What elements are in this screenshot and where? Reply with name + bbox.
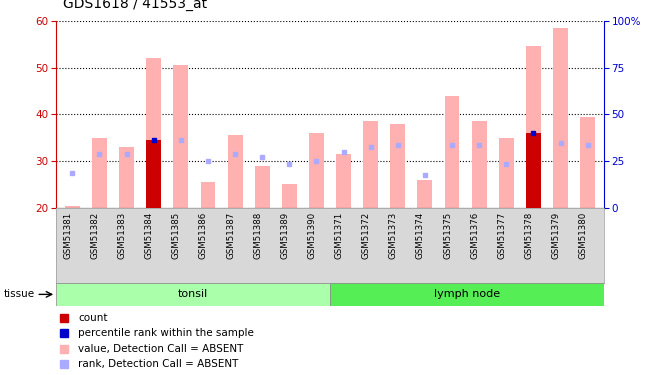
Text: lymph node: lymph node [434,290,500,299]
Text: tonsil: tonsil [178,290,208,299]
Bar [445,96,459,208]
Text: GSM51389: GSM51389 [280,212,289,259]
Bar [201,182,215,208]
Text: GSM51387: GSM51387 [226,212,235,259]
Text: GSM51379: GSM51379 [552,212,560,259]
Bar [472,122,486,208]
Bar [330,283,604,306]
Text: GSM51385: GSM51385 [172,212,181,259]
Text: GSM51381: GSM51381 [63,212,73,259]
Text: GSM51380: GSM51380 [579,212,587,259]
Bar [390,124,405,208]
Bar [65,206,80,208]
Bar [526,133,541,208]
Bar [92,138,107,208]
Text: GSM51388: GSM51388 [253,212,262,259]
Text: value, Detection Call = ABSENT: value, Detection Call = ABSENT [78,344,244,354]
Text: count: count [78,313,108,323]
Bar [526,46,541,208]
Text: GSM51374: GSM51374 [416,212,425,259]
Text: GSM51375: GSM51375 [443,212,452,259]
Text: GDS1618 / 41553_at: GDS1618 / 41553_at [63,0,207,11]
Text: GSM51384: GSM51384 [145,212,154,259]
Bar [147,140,161,208]
Bar [336,154,351,208]
Text: GSM51382: GSM51382 [90,212,100,259]
Text: GSM51371: GSM51371 [335,212,344,259]
Text: rank, Detection Call = ABSENT: rank, Detection Call = ABSENT [78,359,238,369]
Text: GSM51386: GSM51386 [199,212,208,259]
Bar [580,117,595,208]
Text: GSM51390: GSM51390 [308,212,316,259]
Text: GSM51373: GSM51373 [389,212,398,259]
Bar [174,65,188,208]
Bar [309,133,324,208]
Text: tissue: tissue [3,290,34,299]
Bar [282,184,297,208]
Bar [418,180,432,208]
Bar [553,28,568,208]
Bar [363,122,378,208]
Text: percentile rank within the sample: percentile rank within the sample [78,328,254,338]
Text: GSM51378: GSM51378 [525,212,533,259]
Bar [228,135,242,208]
Text: GSM51376: GSM51376 [470,212,479,259]
Bar [56,283,330,306]
Text: GSM51377: GSM51377 [497,212,506,259]
Bar [499,138,513,208]
Bar [119,147,134,208]
Bar [147,58,161,208]
Bar [255,166,270,208]
Text: GSM51383: GSM51383 [117,212,127,259]
Text: GSM51372: GSM51372 [362,212,371,259]
